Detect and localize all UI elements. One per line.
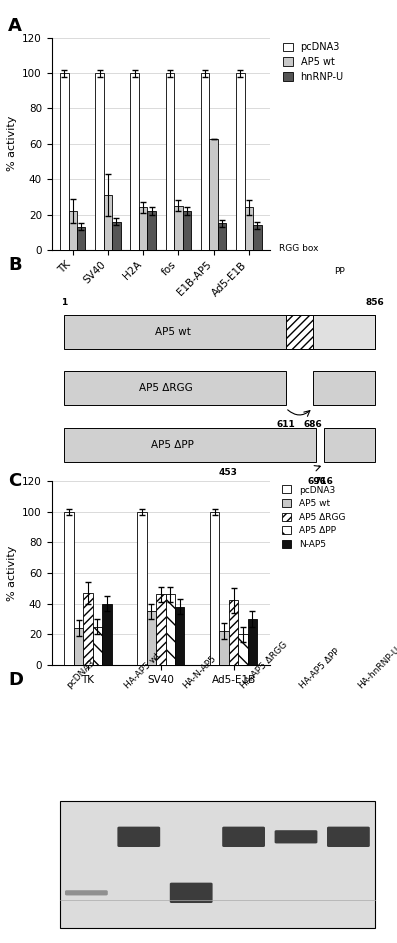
Bar (60, 73, 69, 250)
Bar (238, 634, 248, 665)
Bar (64, 427, 316, 462)
Text: HA-AP5 ΔRGG: HA-AP5 ΔRGG (239, 640, 290, 690)
Text: AP5 ΔRGG: AP5 ΔRGG (139, 383, 192, 393)
Bar (220, 631, 229, 665)
Bar (210, 511, 220, 665)
Text: C: C (8, 472, 21, 489)
Text: D: D (8, 671, 23, 689)
Bar (209, 139, 218, 250)
Text: 696: 696 (307, 476, 326, 486)
Text: 686: 686 (303, 421, 322, 429)
Text: 1: 1 (61, 298, 67, 307)
Bar (77, 227, 85, 250)
FancyBboxPatch shape (170, 883, 212, 903)
Bar (313, 315, 375, 349)
FancyBboxPatch shape (327, 827, 370, 847)
Bar (156, 594, 166, 665)
Text: AP5 wt: AP5 wt (155, 327, 191, 337)
Y-axis label: % activity: % activity (7, 545, 17, 601)
Bar (166, 73, 174, 250)
Bar (64, 372, 285, 405)
Bar (166, 594, 175, 665)
Bar (139, 207, 147, 250)
Bar (218, 223, 226, 250)
Bar (93, 626, 102, 665)
Text: AP5 ΔPP: AP5 ΔPP (151, 439, 194, 450)
FancyBboxPatch shape (118, 827, 160, 847)
Bar (248, 619, 257, 665)
Text: HA-hnRNP-U: HA-hnRNP-U (356, 645, 397, 690)
Text: HA-N-AP5: HA-N-AP5 (181, 653, 218, 690)
Bar (137, 511, 146, 665)
Legend: pcDNA3, AP5 wt, hnRNP-U: pcDNA3, AP5 wt, hnRNP-U (279, 39, 348, 86)
Bar (95, 73, 104, 250)
Bar (69, 211, 77, 250)
Text: pcDNA3: pcDNA3 (65, 658, 97, 690)
Bar (285, 315, 313, 349)
Bar (253, 225, 262, 250)
Text: A: A (8, 17, 22, 35)
Legend: pcDNA3, AP5 wt, AP5 ΔRGG, AP5 ΔPP, N-AP5: pcDNA3, AP5 wt, AP5 ΔRGG, AP5 ΔPP, N-AP5 (279, 482, 349, 553)
Bar (60, 802, 375, 929)
Bar (64, 511, 74, 665)
Bar (104, 195, 112, 250)
Text: RGG box: RGG box (279, 244, 319, 254)
Text: 856: 856 (365, 298, 384, 307)
Bar (131, 73, 139, 250)
Bar (201, 73, 209, 250)
Text: 453: 453 (219, 468, 238, 476)
Text: PP: PP (334, 267, 345, 275)
Bar (74, 628, 83, 665)
Bar (83, 593, 93, 665)
FancyBboxPatch shape (65, 890, 108, 896)
Bar (245, 207, 253, 250)
Bar (236, 73, 245, 250)
Y-axis label: % activity: % activity (7, 116, 17, 172)
Text: N-AP5: N-AP5 (121, 496, 152, 506)
Bar (102, 604, 112, 665)
Bar (175, 606, 185, 665)
Bar (313, 372, 375, 405)
Bar (64, 484, 228, 519)
Bar (174, 206, 183, 250)
Text: HA-AP5 wt: HA-AP5 wt (123, 651, 162, 690)
FancyBboxPatch shape (222, 827, 265, 847)
Bar (324, 427, 375, 462)
Text: B: B (8, 256, 21, 274)
Text: 611: 611 (276, 421, 295, 429)
Text: 716: 716 (314, 476, 333, 486)
Bar (229, 601, 238, 665)
Bar (64, 315, 375, 349)
Bar (112, 222, 121, 250)
Text: HA-AP5 ΔPP: HA-AP5 ΔPP (298, 647, 341, 690)
Bar (183, 211, 191, 250)
Bar (146, 611, 156, 665)
FancyBboxPatch shape (275, 830, 317, 843)
Bar (147, 211, 156, 250)
